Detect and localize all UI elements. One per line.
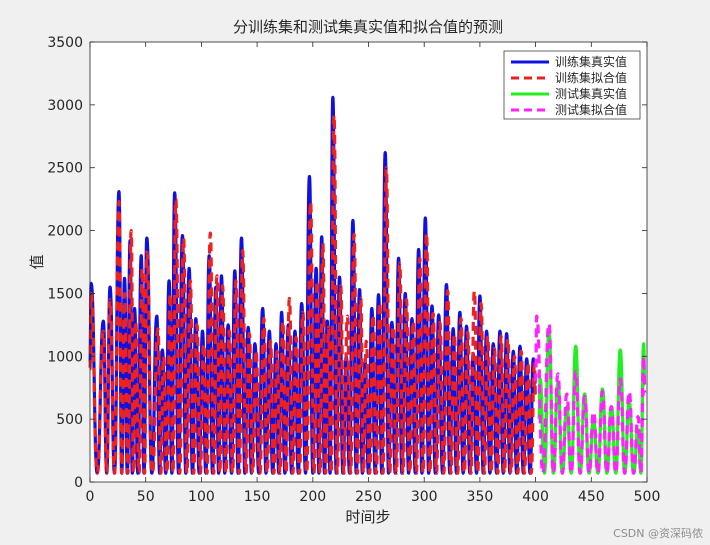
y-tick-label-4: 2000 — [47, 224, 83, 240]
x-tick-label-5: 250 — [355, 489, 382, 505]
x-axis-label: 时间步 — [345, 508, 390, 526]
y-tick-label-6: 3000 — [47, 98, 83, 114]
x-axis-ticks: 0 50 100 150 200 250 300 350 400 450 500 — [86, 42, 661, 505]
x-tick-label-10: 500 — [634, 489, 661, 505]
legend-label-train-true: 训练集真实值 — [555, 54, 627, 69]
series-line-train-fit — [88, 113, 538, 475]
y-tick-label-5: 2500 — [47, 161, 83, 177]
legend-label-test-true: 测试集真实值 — [555, 86, 627, 101]
x-tick-label-8: 400 — [522, 489, 549, 505]
x-tick-label-1: 50 — [137, 489, 155, 505]
legend-label-train-fit: 训练集拟合值 — [555, 70, 627, 85]
x-tick-label-0: 0 — [86, 489, 95, 505]
y-axis-label: 值 — [28, 254, 46, 269]
x-tick-label-4: 200 — [299, 489, 326, 505]
y-tick-label-3: 1500 — [47, 286, 83, 302]
x-tick-label-9: 450 — [578, 489, 605, 505]
watermark-text: CSDN @资深码侬 — [613, 527, 703, 540]
series-line-test-fit — [534, 314, 647, 475]
y-tick-label-7: 3500 — [47, 35, 83, 51]
chart-title: 分训练集和测试集真实值和拟合值的预测 — [233, 18, 503, 36]
y-tick-label-0: 0 — [74, 475, 83, 491]
y-axis-ticks: 0 500 1000 1500 2000 2500 3000 3500 — [47, 35, 647, 491]
y-tick-label-2: 1000 — [47, 349, 83, 365]
y-tick-label-1: 500 — [56, 412, 83, 428]
series-layer — [88, 95, 647, 475]
x-tick-label-3: 150 — [244, 489, 271, 505]
x-tick-label-6: 300 — [411, 489, 438, 505]
x-tick-label-7: 350 — [467, 489, 494, 505]
x-tick-label-2: 100 — [188, 489, 215, 505]
legend-label-test-fit: 测试集拟合值 — [555, 102, 627, 117]
